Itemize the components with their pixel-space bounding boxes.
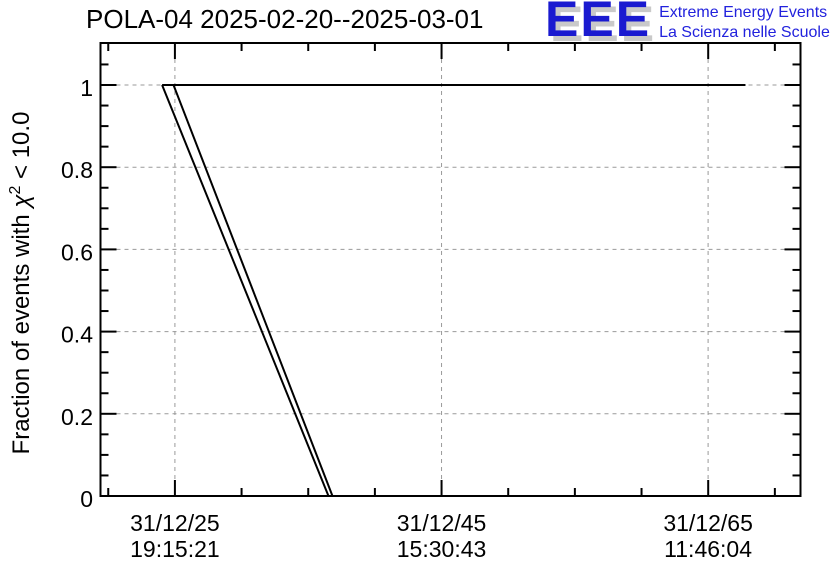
- eee-logo-line2: La Scienza nelle Scuole: [659, 24, 830, 41]
- y-tick-label: 0.8: [61, 157, 93, 183]
- eee-logo-letters: EEE: [545, 0, 652, 47]
- y-tick-label: 0: [80, 486, 93, 512]
- eee-logo-line1: Extreme Energy Events: [659, 4, 828, 21]
- eee-logo: EEE Extreme Energy Events La Scienza nel…: [545, 0, 830, 44]
- x-tick-label-date: 31/12/25: [130, 510, 220, 536]
- plot-title: POLA-04 2025-02-20--2025-03-01: [86, 4, 484, 34]
- y-tick-label: 0.2: [61, 404, 93, 430]
- x-tick-label-date: 31/12/65: [663, 510, 753, 536]
- eee-logo-text: Extreme Energy Events La Scienza nelle S…: [659, 3, 830, 43]
- series-fraction-drop-2: [172, 84, 334, 497]
- x-tick-label-date: 31/12/45: [397, 510, 487, 536]
- x-tick-label-time: 19:15:21: [130, 536, 220, 562]
- y-tick-label: 0.6: [61, 239, 93, 265]
- series-fraction-drop-1: [161, 84, 330, 497]
- y-tick-label: 0.4: [61, 322, 93, 348]
- x-tick-label-time: 11:46:04: [664, 536, 752, 562]
- plot-frame: [99, 42, 802, 497]
- x-tick-label-time: 15:30:43: [397, 536, 487, 562]
- y-tick-label: 1: [80, 75, 93, 101]
